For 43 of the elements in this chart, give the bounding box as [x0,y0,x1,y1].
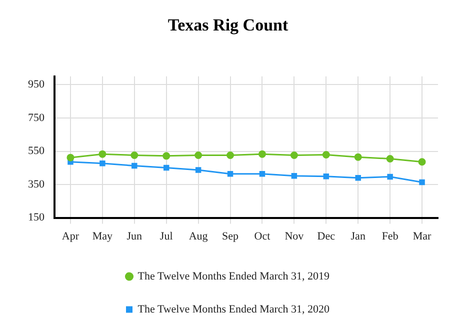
y-tick-label: 950 [28,78,45,91]
point [355,175,361,181]
point [195,167,202,173]
chart-title: Texas Rig Count [168,16,288,35]
point [259,171,266,177]
x-tick-label: Aug [188,230,208,242]
x-tick-label: Apr [62,230,80,242]
point [132,162,138,169]
legend-label: The Twelve Months Ended March 31, 2019 [138,270,330,282]
x-tick-label: May [92,230,114,242]
x-tick-label: Oct [254,230,270,242]
x-tick-label: Nov [284,230,304,242]
point [386,154,394,162]
point [258,150,266,158]
x-tick-label: Jul [160,230,173,242]
y-tick-label: 350 [28,178,45,190]
y-tick-label: 550 [28,145,45,158]
point [194,152,202,159]
x-tick-label: Dec [317,230,336,242]
y-tick-label: 750 [28,112,45,124]
point [226,152,234,159]
point [290,152,298,159]
point [227,171,234,177]
x-tick-label: Mar [412,230,432,242]
point [130,152,138,159]
point [418,158,426,166]
point [66,154,74,162]
x-tick-label: Jun [126,230,143,242]
y-tick-label: 150 [28,212,45,224]
x-tick-label: Sep [222,230,240,242]
legend-label: The Twelve Months Ended March 31, 2020 [138,303,330,316]
x-tick-label: Feb [382,230,399,242]
point [322,151,330,158]
point [323,174,330,180]
x-tick-label: Jan [350,230,366,242]
point [98,150,106,158]
point [163,164,170,171]
point [162,152,170,160]
point [419,179,425,186]
point [291,173,298,179]
point [354,153,362,161]
point [100,160,106,166]
point [387,174,393,180]
